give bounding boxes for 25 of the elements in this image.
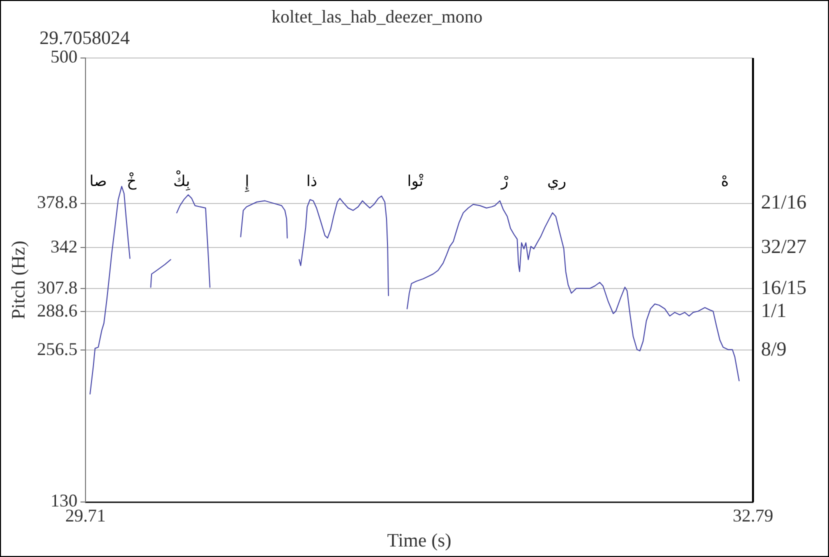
text: 1/1 bbox=[761, 300, 787, 322]
y-tick-label: 500 bbox=[50, 46, 78, 67]
annotation: صا bbox=[90, 172, 107, 190]
text: 16/15 bbox=[761, 276, 807, 299]
y-axis-title: Pitch (Hz) bbox=[8, 240, 30, 320]
annotation: رْ bbox=[500, 172, 508, 190]
y-tick-label: 378.8 bbox=[37, 192, 78, 212]
annotation: تْوا bbox=[407, 172, 424, 190]
y-tick-label: 288.6 bbox=[37, 300, 78, 320]
text: 29.7058024 bbox=[40, 28, 130, 49]
x-tick-label: 32.79 bbox=[732, 506, 774, 526]
y-tick-label: 256.5 bbox=[37, 338, 78, 359]
y-tick-label: 342 bbox=[50, 236, 78, 256]
text: 21/16 bbox=[761, 192, 807, 214]
y-tick-label: 307.8 bbox=[37, 277, 78, 298]
text: 32/27 bbox=[761, 236, 807, 258]
annotation: خْ bbox=[126, 171, 137, 190]
annotation: ري bbox=[547, 172, 566, 190]
text: 8/9 bbox=[761, 338, 787, 360]
annotation: بِكْ bbox=[173, 170, 190, 192]
x-axis-title: Time (s) bbox=[387, 530, 452, 552]
annotation: ذا bbox=[306, 172, 318, 190]
annotation: هْ bbox=[721, 172, 729, 190]
annotation: إِ bbox=[244, 172, 250, 193]
chart-title: koltet_las_hab_deezer_mono bbox=[272, 6, 482, 27]
